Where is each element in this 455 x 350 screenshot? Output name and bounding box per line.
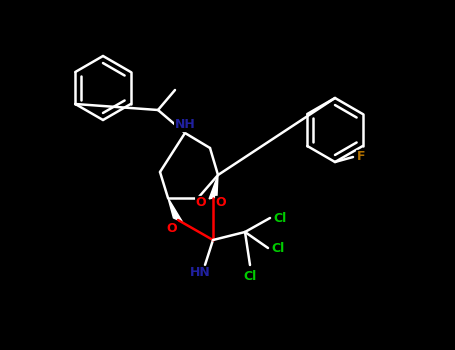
Text: HN: HN xyxy=(190,266,210,280)
Text: Cl: Cl xyxy=(271,241,285,254)
Polygon shape xyxy=(209,175,218,199)
Text: O: O xyxy=(216,196,226,210)
Text: F: F xyxy=(357,150,365,163)
Text: O: O xyxy=(196,196,206,210)
Text: Cl: Cl xyxy=(243,271,257,284)
Text: Cl: Cl xyxy=(273,211,287,224)
Text: NH: NH xyxy=(175,119,195,132)
Text: O: O xyxy=(167,222,177,235)
Polygon shape xyxy=(168,198,182,222)
